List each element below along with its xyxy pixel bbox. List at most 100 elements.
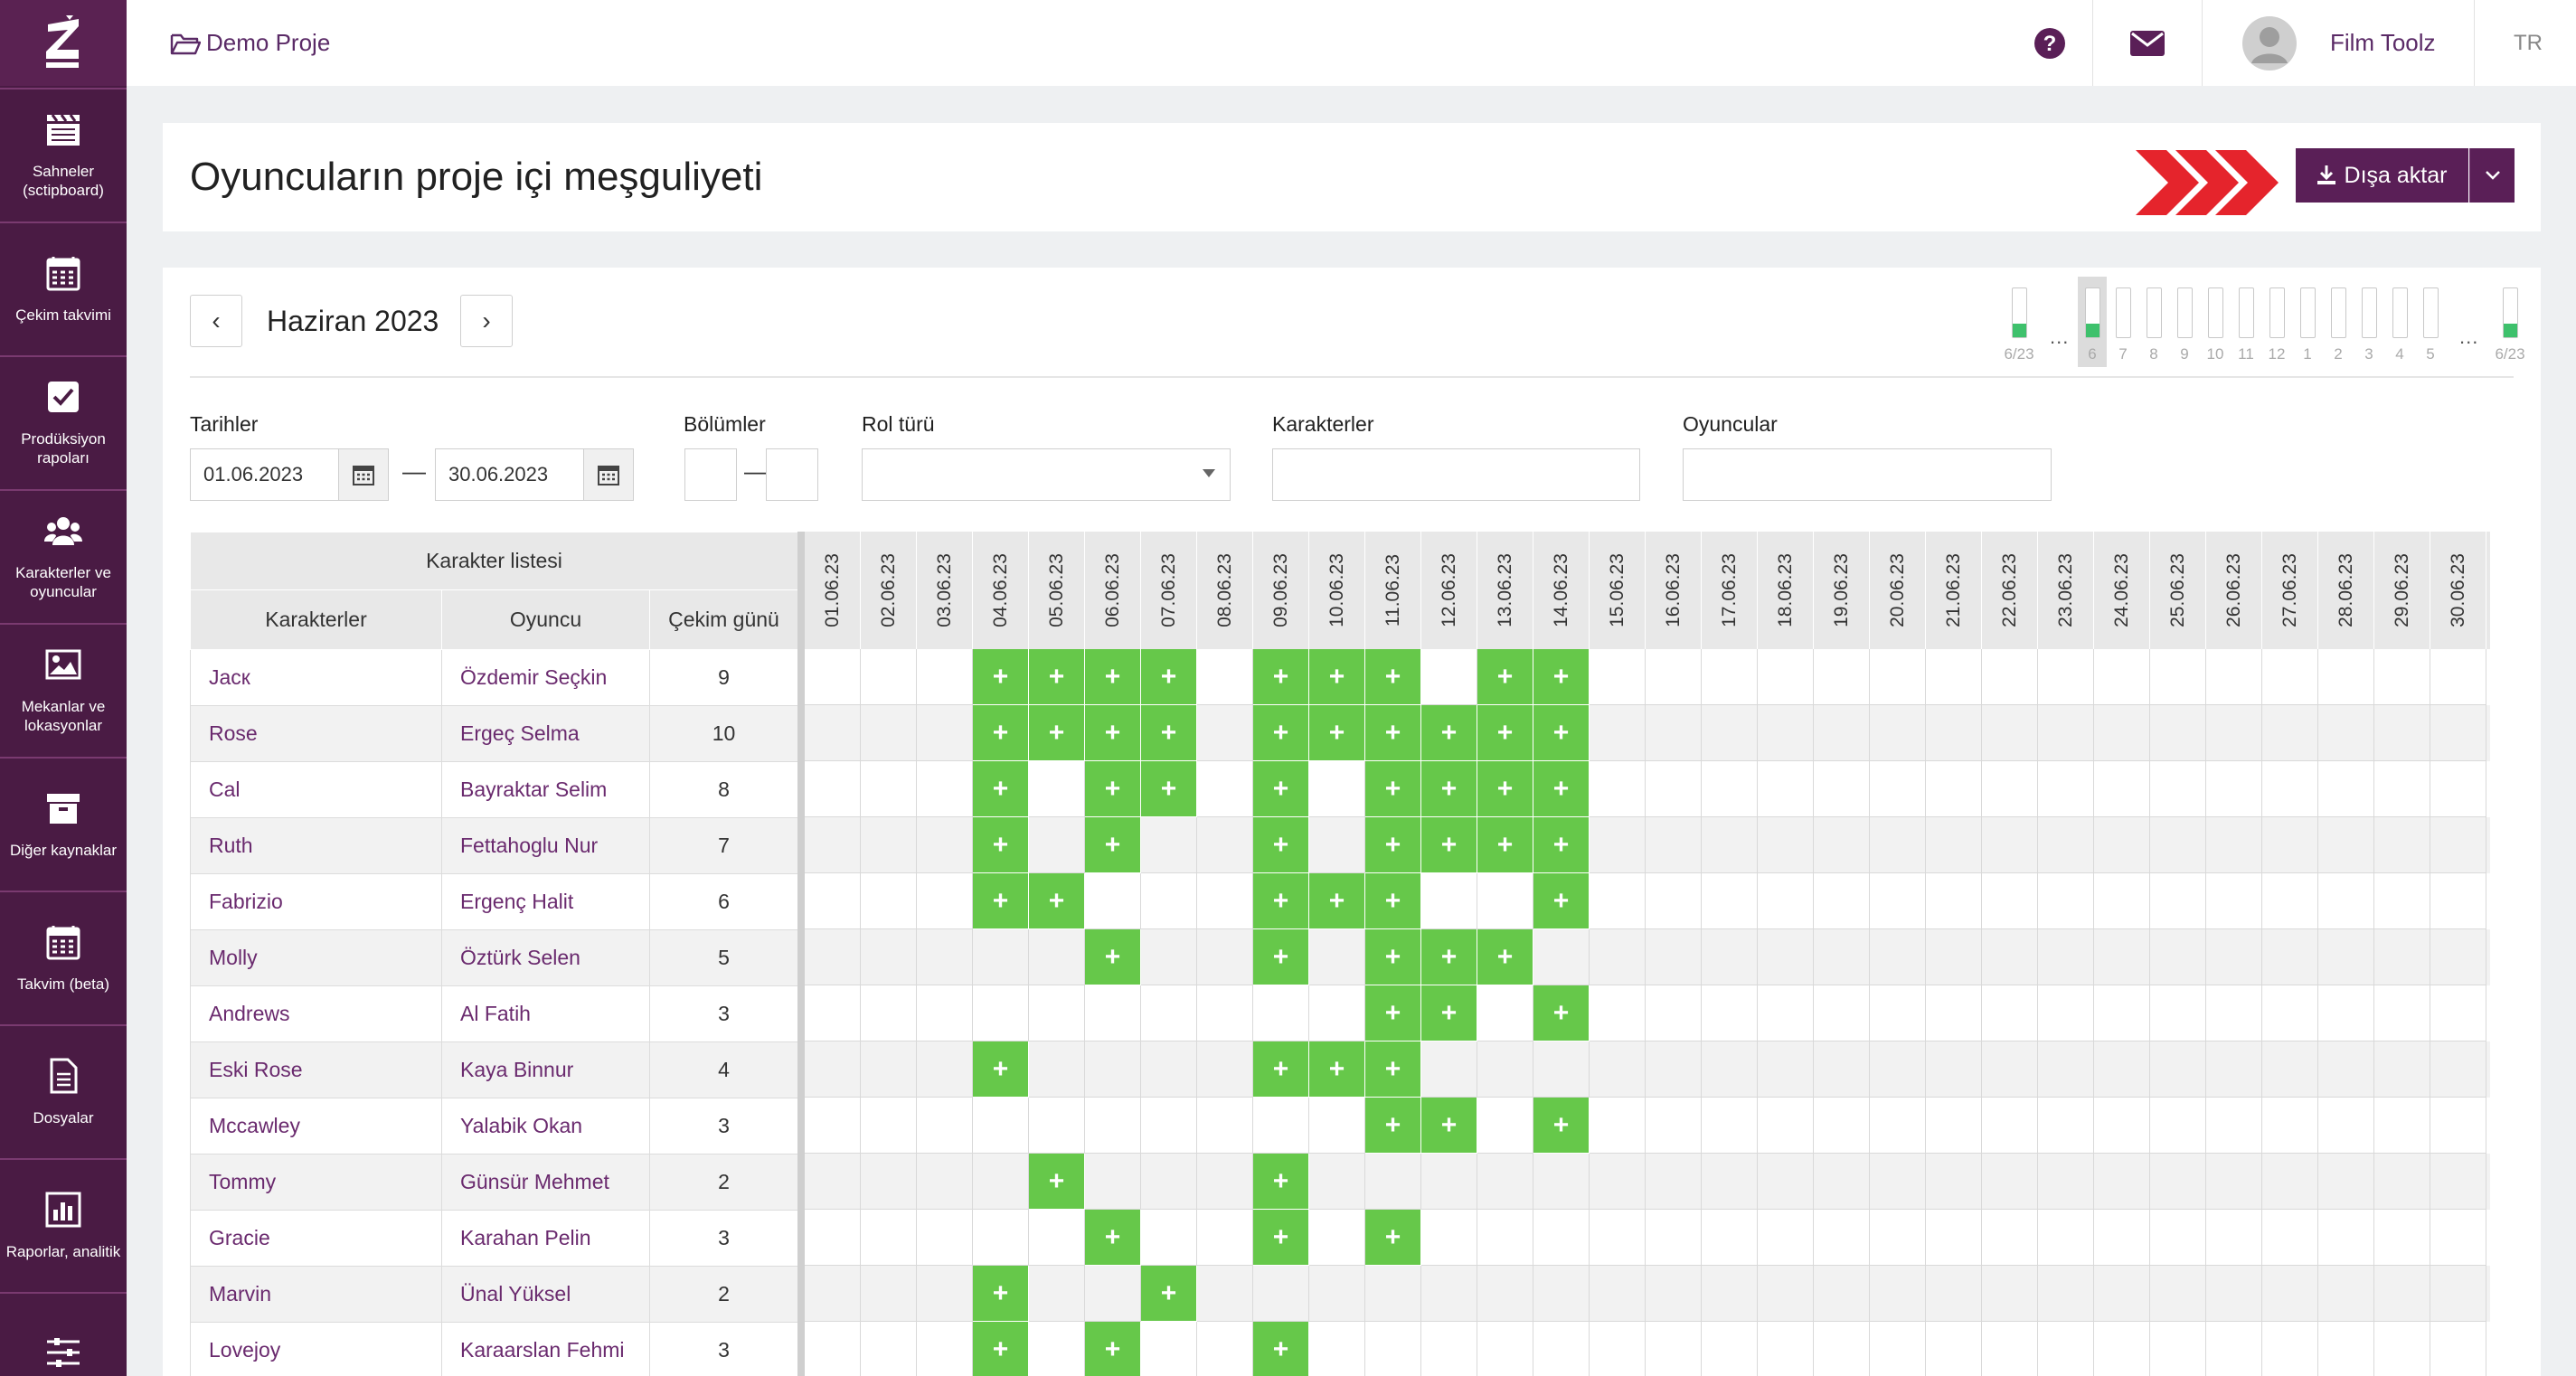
shoot-day-cell[interactable] (1365, 985, 1421, 1041)
schedule-cell[interactable] (2206, 705, 2262, 761)
schedule-cell[interactable] (1646, 1154, 1702, 1210)
actor-link[interactable]: Al Fatih (441, 985, 650, 1042)
schedule-cell[interactable] (2094, 1098, 2150, 1154)
schedule-cell[interactable] (1029, 1210, 1085, 1266)
shoot-day-cell[interactable] (1085, 1210, 1141, 1266)
schedule-cell[interactable] (2150, 761, 2206, 817)
schedule-cell[interactable] (2094, 985, 2150, 1041)
character-link[interactable]: Gracie (190, 1210, 442, 1267)
shoot-day-cell[interactable] (1253, 649, 1309, 705)
schedule-cell[interactable] (1309, 929, 1365, 985)
shoot-day-cell[interactable] (1253, 873, 1309, 929)
schedule-cell[interactable] (2038, 817, 2094, 873)
column-resize-handle[interactable] (797, 532, 805, 1376)
schedule-cell[interactable] (1870, 985, 1926, 1041)
schedule-cell[interactable] (1590, 1098, 1646, 1154)
schedule-cell[interactable] (1758, 1266, 1814, 1322)
schedule-cell[interactable] (1197, 1266, 1253, 1322)
schedule-cell[interactable] (805, 1041, 861, 1098)
schedule-cell[interactable] (1814, 1154, 1870, 1210)
schedule-cell[interactable] (2038, 929, 2094, 985)
schedule-cell[interactable] (1309, 1266, 1365, 1322)
schedule-cell[interactable] (2262, 649, 2318, 705)
sidebar-item-sahneler-sctipboard[interactable]: Sahneler (sctipboard) (0, 88, 127, 220)
schedule-cell[interactable] (2262, 929, 2318, 985)
schedule-cell[interactable] (2318, 873, 2374, 929)
schedule-cell[interactable] (1870, 1154, 1926, 1210)
schedule-cell[interactable] (2262, 1154, 2318, 1210)
shoot-day-cell[interactable] (1421, 705, 1477, 761)
shoot-day-cell[interactable] (1029, 705, 1085, 761)
schedule-cell[interactable] (1982, 649, 2038, 705)
schedule-cell[interactable] (2206, 873, 2262, 929)
shoot-day-cell[interactable] (1085, 1322, 1141, 1376)
schedule-cell[interactable] (2318, 705, 2374, 761)
character-link[interactable]: Eski Rose (190, 1041, 442, 1098)
schedule-cell[interactable] (1646, 1322, 1702, 1376)
shoot-day-cell[interactable] (1309, 1041, 1365, 1098)
schedule-cell[interactable] (1926, 1098, 1982, 1154)
schedule-cell[interactable] (1926, 761, 1982, 817)
sidebar-item-takvim-beta[interactable]: Takvim (beta) (0, 891, 127, 1023)
shoot-day-cell[interactable] (973, 705, 1029, 761)
schedule-cell[interactable] (917, 985, 973, 1041)
shoot-day-cell[interactable] (1253, 1322, 1309, 1376)
mini-calendar-day[interactable]: 12 (2262, 277, 2291, 367)
schedule-cell[interactable] (1758, 1210, 1814, 1266)
shoot-day-cell[interactable] (1085, 817, 1141, 873)
schedule-cell[interactable] (1982, 817, 2038, 873)
schedule-cell[interactable] (2094, 873, 2150, 929)
schedule-cell[interactable] (2430, 817, 2486, 873)
schedule-cell[interactable] (2150, 1154, 2206, 1210)
schedule-cell[interactable] (2038, 1154, 2094, 1210)
schedule-cell[interactable] (1029, 817, 1085, 873)
schedule-cell[interactable] (1533, 929, 1590, 985)
schedule-cell[interactable] (1702, 1210, 1758, 1266)
app-logo[interactable] (0, 0, 127, 86)
mini-calendar-day[interactable]: 6 (2078, 277, 2107, 367)
project-link[interactable]: Demo Proje (170, 0, 330, 86)
shoot-day-cell[interactable] (1253, 1210, 1309, 1266)
schedule-cell[interactable] (1253, 1098, 1309, 1154)
schedule-cell[interactable] (861, 873, 917, 929)
schedule-cell[interactable] (1926, 929, 1982, 985)
schedule-cell[interactable] (1309, 1154, 1365, 1210)
schedule-cell[interactable] (1477, 1322, 1533, 1376)
actor-link[interactable]: Fettahoglu Nur (441, 817, 650, 874)
schedule-cell[interactable] (1814, 1041, 1870, 1098)
schedule-cell[interactable] (2374, 1322, 2430, 1376)
shoot-day-cell[interactable] (1365, 1210, 1421, 1266)
schedule-cell[interactable] (1814, 649, 1870, 705)
schedule-cell[interactable] (2262, 1266, 2318, 1322)
schedule-cell[interactable] (2206, 1041, 2262, 1098)
schedule-cell[interactable] (1982, 1210, 2038, 1266)
schedule-cell[interactable] (1982, 985, 2038, 1041)
schedule-cell[interactable] (1590, 1322, 1646, 1376)
schedule-cell[interactable] (1926, 985, 1982, 1041)
schedule-cell[interactable] (2318, 1154, 2374, 1210)
schedule-cell[interactable] (1870, 705, 1926, 761)
shoot-day-cell[interactable] (1029, 649, 1085, 705)
shoot-day-cell[interactable] (1365, 649, 1421, 705)
shoot-day-cell[interactable] (1421, 1098, 1477, 1154)
schedule-cell[interactable] (1421, 873, 1477, 929)
schedule-cell[interactable] (1421, 1041, 1477, 1098)
schedule-cell[interactable] (2038, 1210, 2094, 1266)
schedule-cell[interactable] (2206, 1098, 2262, 1154)
schedule-cell[interactable] (2038, 649, 2094, 705)
schedule-cell[interactable] (861, 1041, 917, 1098)
shoot-day-cell[interactable] (973, 649, 1029, 705)
schedule-cell[interactable] (2374, 1266, 2430, 1322)
schedule-cell[interactable] (1814, 817, 1870, 873)
schedule-cell[interactable] (1197, 1322, 1253, 1376)
episode-to-input[interactable] (766, 448, 818, 501)
schedule-cell[interactable] (1141, 1154, 1197, 1210)
schedule-cell[interactable] (1029, 929, 1085, 985)
schedule-cell[interactable] (2374, 1154, 2430, 1210)
schedule-cell[interactable] (1702, 1154, 1758, 1210)
schedule-cell[interactable] (2150, 985, 2206, 1041)
schedule-cell[interactable] (805, 1210, 861, 1266)
schedule-cell[interactable] (1197, 705, 1253, 761)
schedule-cell[interactable] (2318, 761, 2374, 817)
avatar[interactable] (2238, 0, 2301, 86)
